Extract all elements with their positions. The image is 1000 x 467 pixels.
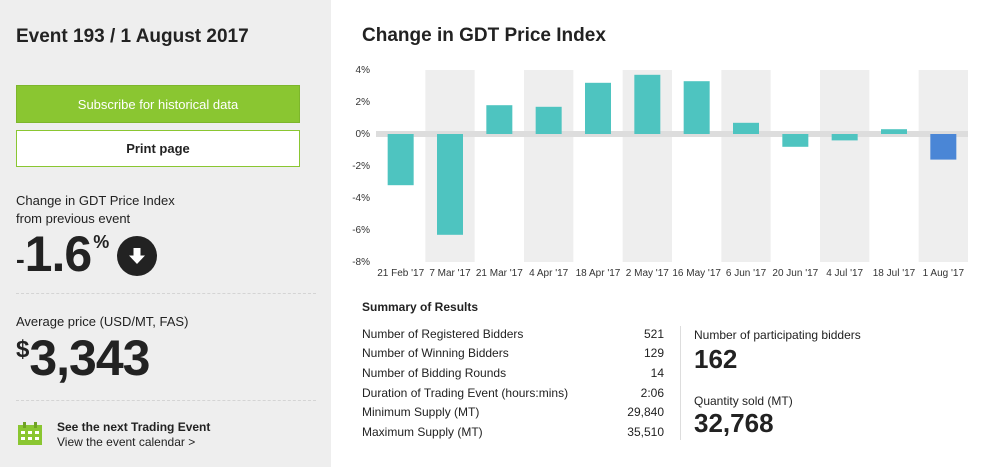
subscribe-button[interactable]: Subscribe for historical data xyxy=(16,85,300,123)
event-calendar-link[interactable]: View the event calendar > xyxy=(57,435,196,449)
summary-value: 29,840 xyxy=(627,405,664,420)
change-label-line2: from previous event xyxy=(16,211,131,226)
x-tick-label: 18 Jul '17 xyxy=(873,268,916,279)
sidebar: Event 193 / 1 August 2017 Subscribe for … xyxy=(0,0,331,467)
y-tick-label: 2% xyxy=(356,97,371,108)
participating-bidders-label: Number of participating bidders xyxy=(694,328,861,342)
summary-value: 14 xyxy=(650,365,664,380)
summary-label: Duration of Trading Event (hours:mins) xyxy=(362,385,569,400)
chart-band xyxy=(918,70,968,262)
change-number: 1.6 xyxy=(24,226,93,282)
price-index-chart: 4% 2% 0% -2% -4% -6% -8% 21 Feb '17 7 Mar '17 21 … xyxy=(352,65,968,279)
participating-bidders-value: 162 xyxy=(694,344,738,374)
summary-label: Number of Registered Bidders xyxy=(362,326,524,341)
average-price-number: 3,343 xyxy=(29,330,150,386)
change-label-line1: Change in GDT Price Index xyxy=(16,193,175,208)
divider xyxy=(16,293,316,294)
summary-separator xyxy=(680,326,681,440)
summary-label: Maximum Supply (MT) xyxy=(362,424,483,439)
summary-value: 2:06 xyxy=(640,385,664,400)
summary-value: 521 xyxy=(643,326,664,341)
chart-bar xyxy=(634,74,661,134)
summary-row: Number of Winning Bidders 129 xyxy=(362,344,664,364)
x-tick-label: 6 Jun '17 xyxy=(726,268,767,279)
chart-bar xyxy=(683,81,710,134)
chart-bar xyxy=(782,134,809,147)
y-tick-label: -6% xyxy=(352,225,370,236)
summary-row: Minimum Supply (MT) 29,840 xyxy=(362,402,664,422)
summary-row: Number of Bidding Rounds 14 xyxy=(362,363,664,383)
y-tick-label: 0% xyxy=(356,129,371,140)
x-tick-label: 21 Mar '17 xyxy=(476,268,523,279)
chart-bar xyxy=(881,129,907,134)
chart-bar xyxy=(831,134,858,141)
chart-bar xyxy=(486,105,513,134)
summary-value: 129 xyxy=(643,346,664,361)
chart-bar xyxy=(930,134,957,160)
chart-bar xyxy=(733,122,759,134)
x-tick-label: 4 Jul '17 xyxy=(826,268,863,279)
x-tick-label: 20 Jun '17 xyxy=(772,268,818,279)
chart-band xyxy=(721,70,771,262)
x-tick-label: 1 Aug '17 xyxy=(923,268,965,279)
currency-sign: $ xyxy=(16,336,30,363)
summary-label: Minimum Supply (MT) xyxy=(362,405,480,420)
divider xyxy=(16,400,316,401)
summary-row: Number of Registered Bidders 521 xyxy=(362,324,664,344)
y-tick-label: 4% xyxy=(356,65,371,76)
arrow-down-circle-icon xyxy=(117,236,158,276)
print-button[interactable]: Print page xyxy=(16,130,300,167)
average-price-label: Average price (USD/MT, FAS) xyxy=(16,314,189,329)
x-tick-label: 4 Apr '17 xyxy=(529,268,569,279)
chart-bar xyxy=(387,134,414,186)
summary-title: Summary of Results xyxy=(362,300,479,314)
chart-band xyxy=(524,70,574,262)
x-tick-label: 18 Apr '17 xyxy=(576,268,621,279)
summary-value: 35,510 xyxy=(627,424,664,439)
summary-table: Number of Registered Bidders 521 Number o… xyxy=(362,324,664,442)
summary-label: Number of Bidding Rounds xyxy=(362,365,507,380)
chart-bar xyxy=(437,134,463,235)
change-sign: - xyxy=(16,244,25,274)
summary-row: Duration of Trading Event (hours:mins) 2:… xyxy=(362,383,664,403)
change-label: Change in GDT Price Index from previous … xyxy=(16,192,175,228)
quantity-sold-value: 32,768 xyxy=(694,408,774,438)
summary-label: Number of Winning Bidders xyxy=(362,346,509,361)
chart-bar xyxy=(535,106,562,134)
y-tick-label: -8% xyxy=(352,257,370,268)
y-tick-label: -4% xyxy=(352,193,370,204)
change-value: - 1.6 % xyxy=(16,226,158,282)
quantity-sold-label: Quantity sold (MT) xyxy=(694,394,793,408)
average-price-value: $ 3,343 xyxy=(16,330,150,386)
x-tick-label: 21 Feb '17 xyxy=(377,268,424,279)
y-tick-label: -2% xyxy=(352,161,370,172)
event-title: Event 193 / 1 August 2017 xyxy=(16,26,249,47)
x-tick-label: 16 May '17 xyxy=(672,268,721,279)
change-unit: % xyxy=(93,232,110,252)
x-tick-label: 2 May '17 xyxy=(626,268,669,279)
chart-band xyxy=(820,70,870,262)
chart-bar xyxy=(585,82,611,134)
calendar-icon xyxy=(17,422,43,446)
zero-line xyxy=(376,131,968,137)
next-event-title: See the next Trading Event xyxy=(57,420,211,434)
chart-title: Change in GDT Price Index xyxy=(362,25,606,46)
x-tick-label: 7 Mar '17 xyxy=(429,268,471,279)
summary-row: Maximum Supply (MT) 35,510 xyxy=(362,422,664,442)
